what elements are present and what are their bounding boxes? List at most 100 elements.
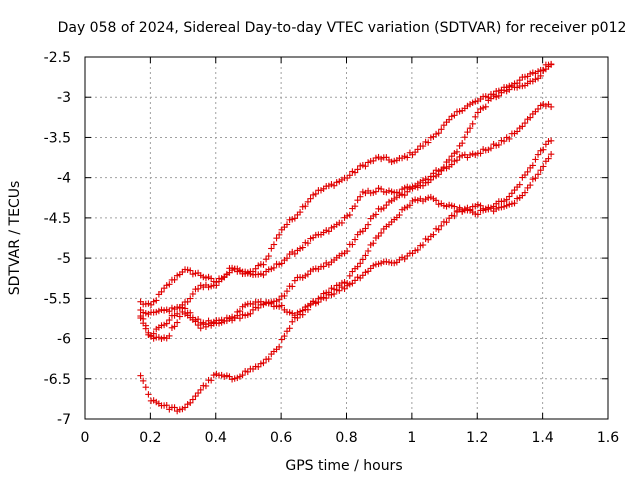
x-tick-label: 0.2 [139,430,161,446]
data-point-marker [351,169,359,176]
data-point-marker [283,287,291,295]
data-point-marker [173,319,181,326]
data-point-marker [547,103,555,111]
data-point-marker [330,182,338,189]
data-point-marker [289,318,296,325]
data-point-marker [427,176,435,184]
data-point-marker [540,146,547,153]
data-point-marker [506,135,513,143]
data-point-marker [532,156,539,163]
data-point-marker [443,219,450,226]
data-point-marker [260,271,267,279]
data-point-marker [265,252,272,260]
data-point-marker [283,254,291,262]
y-tick-label: -5.5 [44,291,71,307]
data-point-marker [477,150,484,157]
data-point-marker [545,155,552,162]
data-point-marker [357,193,364,200]
data-point-marker [247,310,254,317]
data-point-marker [281,332,288,340]
data-point-marker [359,256,367,263]
data-point-marker [213,282,220,289]
data-point-marker [268,245,275,252]
data-point-marker [451,112,458,119]
data-point-marker [278,260,285,267]
data-point-marker [236,307,244,315]
data-point-marker [275,343,283,351]
y-axis-label: SDTVAR / TECUs [7,181,23,296]
data-point-marker [469,120,476,128]
data-point-marker [438,126,445,133]
data-point-marker [448,161,455,168]
x-tick-label: 1.4 [531,430,553,446]
x-tick-label: 1.6 [597,430,619,446]
data-point-marker [176,313,183,320]
data-point-marker [527,181,534,189]
data-point-marker [166,308,173,315]
data-point-marker [362,163,369,170]
data-point-marker [521,119,529,127]
data-point-marker [508,190,516,197]
data-point-marker [432,197,440,204]
data-point-marker [270,264,278,272]
data-point-marker [529,162,537,169]
data-point-marker [357,260,364,267]
data-point-marker [364,221,372,228]
data-point-marker [278,336,285,343]
data-point-marker [464,128,471,136]
data-point-marker [354,263,361,270]
data-point-marker [275,231,283,239]
data-point-marker [404,154,411,161]
data-point-marker [320,263,327,270]
data-point-marker [377,229,385,237]
data-point-marker [187,399,194,407]
data-point-marker [304,239,312,247]
data-point-marker [171,276,178,283]
data-point-marker [171,404,178,411]
y-tick-label: -4.5 [44,211,71,227]
x-axis-tick-labels: 0 0.2 0.4 0.6 0.8 1 1.2 1.4 1.6 [81,430,620,446]
x-tick-label: 1.2 [466,430,488,446]
data-point-marker [325,228,333,235]
data-point-marker [547,150,555,158]
data-point-marker [171,323,178,330]
data-point-marker [516,181,523,188]
data-point-marker [435,171,442,178]
data-point-marker [453,148,461,156]
data-point-marker [291,250,299,258]
data-point-marker [425,139,432,146]
data-point-marker [260,359,267,367]
y-tick-label: -2.5 [44,50,71,66]
data-point-marker [474,211,482,218]
x-tick-label: 0 [81,430,90,446]
data-point-marker [281,292,288,300]
data-point-marker [163,402,170,409]
y-axis-tick-labels: -7 -6.5 -6 -5.5 -5 -4.5 -4 -3.5 -3 -2.5 [44,50,71,428]
data-point-marker [187,267,194,274]
data-point-marker [236,315,244,322]
data-point-marker [414,246,421,254]
data-point-marker [466,124,474,132]
data-point-marker [239,371,246,379]
data-point-marker [354,166,361,173]
data-point-marker [223,270,231,278]
data-point-marker [273,234,280,242]
data-point-marker [534,171,542,178]
data-point-marker [435,129,442,137]
data-point-marker [396,211,403,219]
data-point-marker [364,247,372,255]
data-point-marker [406,202,414,209]
data-point-marker [192,318,199,325]
data-point-marker [537,167,544,174]
data-point-marker [500,137,508,145]
data-point-marker [495,141,503,149]
chart-title: Day 058 of 2024, Sidereal Day-to-day VTE… [58,20,627,36]
data-point-marker [419,142,427,150]
data-point-marker [362,252,369,259]
data-point-marker [445,156,453,164]
y-tick-label: -5 [57,251,71,267]
data-point-marker [181,404,189,411]
data-point-marker [336,287,343,294]
data-point-marker [487,145,495,152]
